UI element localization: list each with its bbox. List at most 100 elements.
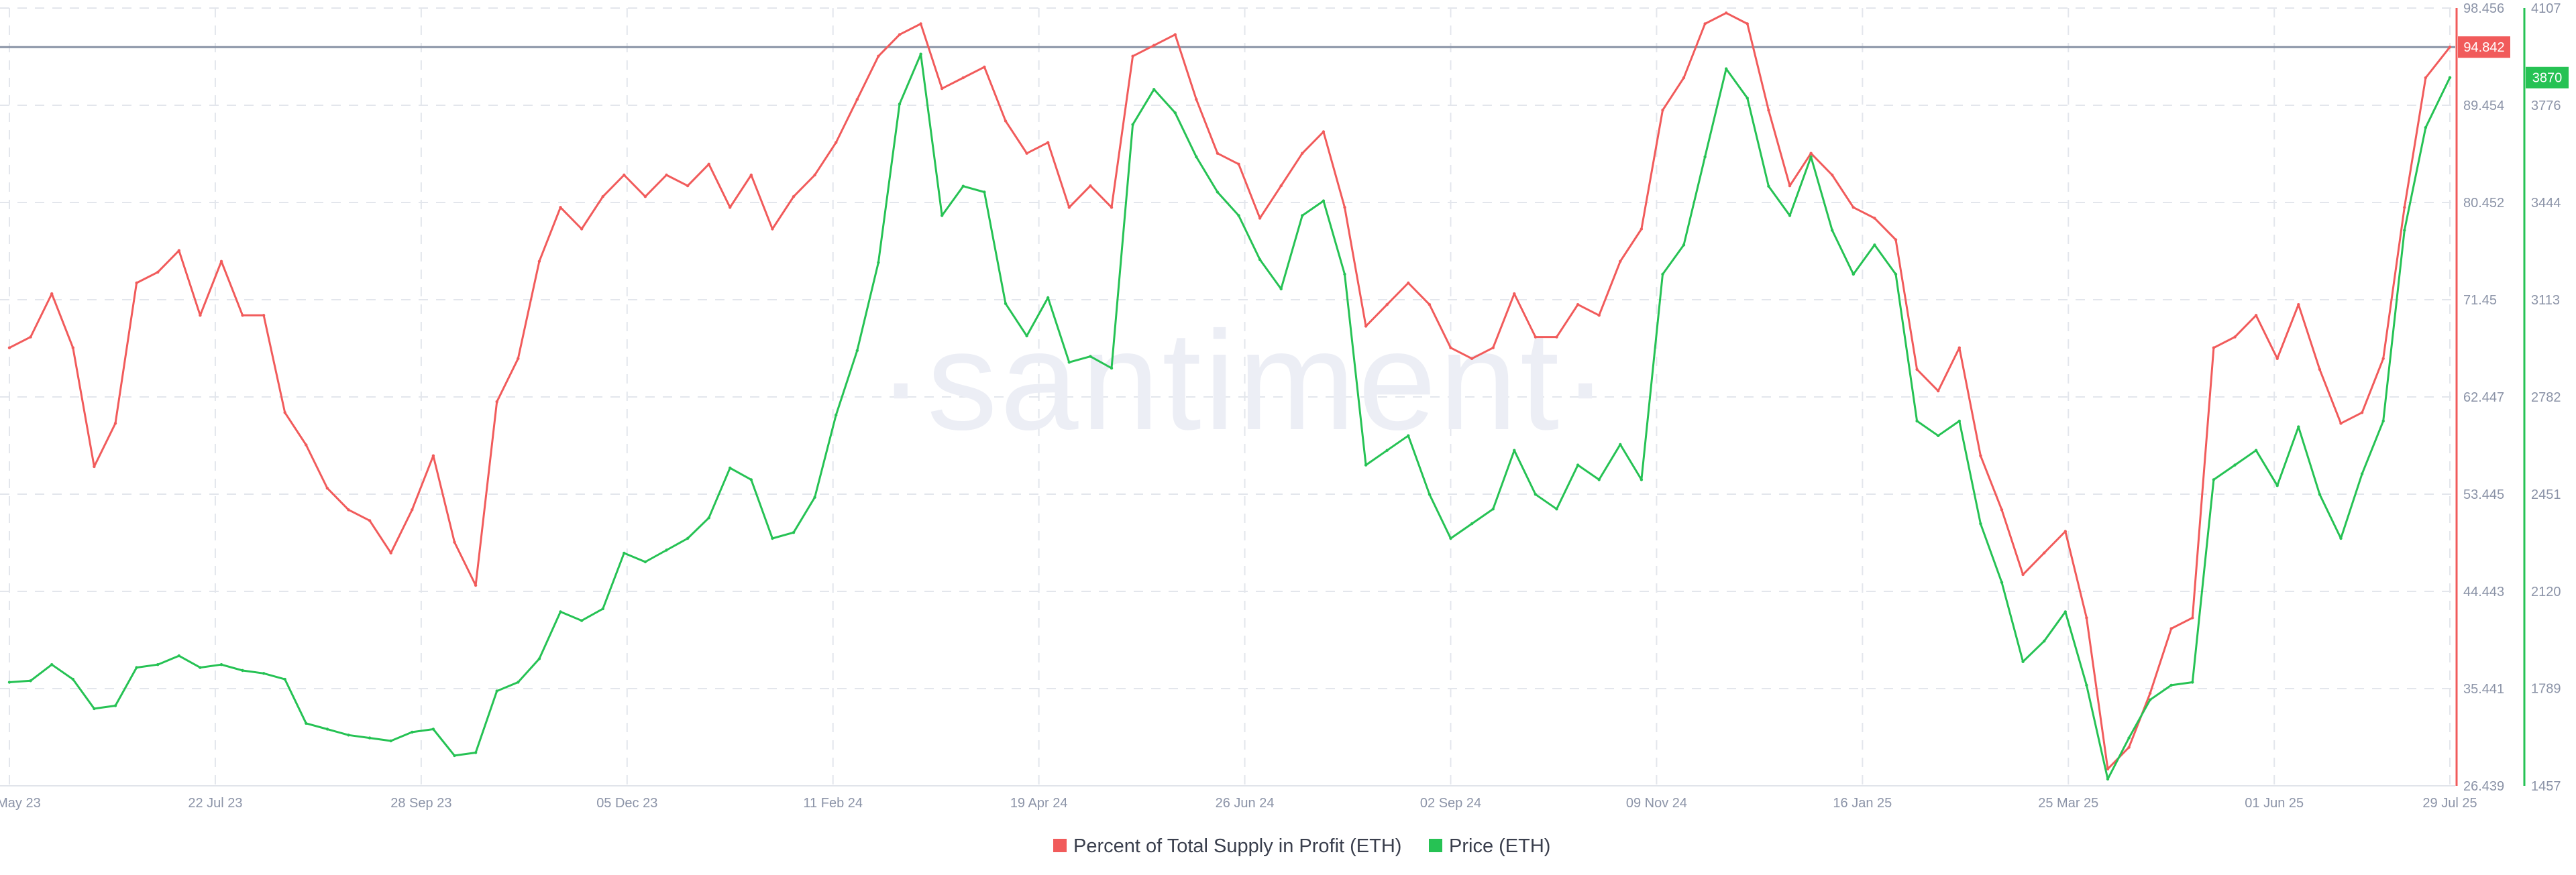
profit-point [1046,141,1050,144]
profit-tick-label: 44.443 [2463,585,2504,599]
profit-point [2381,357,2385,360]
profit-point [1237,162,1240,166]
profit-point [1428,303,1432,306]
profit-point [1619,259,1622,263]
price-point [2212,478,2216,481]
price-point [411,730,414,734]
price-point [729,466,732,470]
profit-point [29,335,32,339]
profit-point [1915,367,1919,371]
price-point [1131,123,1134,126]
series-line-price [8,53,2451,780]
price-point [7,681,11,684]
price-point [1640,478,1644,481]
price-point [2043,640,2046,643]
price-point [1534,493,1538,496]
price-point [749,478,753,481]
profit-point [1491,346,1495,349]
profit-point [7,346,11,349]
profit-tick-label: 98.456 [2463,1,2504,16]
price-point [898,102,902,106]
profit-point [2085,616,2088,620]
price-tick-label: 2782 [2531,390,2561,405]
profit-point [1767,109,1770,112]
price-point [792,531,796,534]
price-point [113,704,117,707]
price-point [623,551,626,555]
profit-point [1407,281,1410,285]
profit-tick-label: 53.445 [2463,487,2504,502]
profit-point [1173,33,1177,36]
price-point [71,677,75,681]
x-tick-label: 11 Feb 24 [803,796,863,811]
profit-point [1279,184,1283,188]
price-tick-label: 1457 [2531,779,2561,794]
profit-point [431,454,435,457]
price-point [2339,536,2343,540]
profit-point [1873,217,1876,220]
profit-point [835,141,838,144]
profit-point [707,162,710,166]
price-point [771,536,774,540]
profit-point [2339,422,2343,425]
profit-point [2275,357,2279,360]
price-point [1957,419,1961,423]
profit-point [93,465,96,469]
price-point [1237,214,1240,217]
price-point [1046,296,1050,300]
price-point [1979,522,1982,526]
price-point [2148,698,2152,701]
x-tick-label: 29 Jul 25 [2422,796,2477,811]
price-point [1195,155,1198,159]
profit-point [855,98,859,101]
price-point [453,754,456,758]
profit-point [537,259,541,263]
profit-point [411,508,414,512]
profit-point [2318,367,2322,371]
profit-point [686,184,690,188]
price-point [1301,214,1304,217]
profit-tick-label: 80.452 [2463,196,2504,211]
price-point [50,663,54,666]
price-point [1089,355,1092,358]
price-point [262,672,266,675]
profit-point [2169,627,2173,630]
price-point [1873,243,1876,247]
price-point [2169,683,2173,687]
price-point [389,739,392,743]
profit-point [2403,206,2406,209]
profit-point [1025,152,1028,155]
price-tick-label: 2451 [2531,487,2561,502]
price-point [1110,366,1114,370]
profit-point [2021,573,2025,577]
price-point [325,727,329,731]
x-tick-label: 05 Dec 23 [596,796,657,811]
price-point [1004,302,1008,305]
profit-point [1534,335,1538,339]
price-point [1491,508,1495,511]
price-point [2318,493,2322,496]
profit-point [1597,314,1601,317]
profit-point [135,281,138,285]
profit-current-value-badge [2458,36,2510,58]
price-point [1619,443,1622,447]
price-point [495,689,498,693]
profit-point [156,270,160,274]
price-point [643,560,647,564]
price-point [305,721,308,725]
price-current-value: 3870 [2532,71,2563,86]
profit-point [749,173,753,177]
price-point [1470,522,1474,526]
profit-point [495,400,498,404]
profit-tick-label: 62.447 [2463,390,2504,405]
price-point [177,654,180,658]
profit-point [219,259,223,263]
profit-point [1851,206,1855,209]
profit-point [623,173,626,177]
profit-point [1195,98,1198,101]
price-point [1725,67,1728,70]
profit-point [453,540,456,544]
legend-swatch-profit [1053,839,1067,852]
